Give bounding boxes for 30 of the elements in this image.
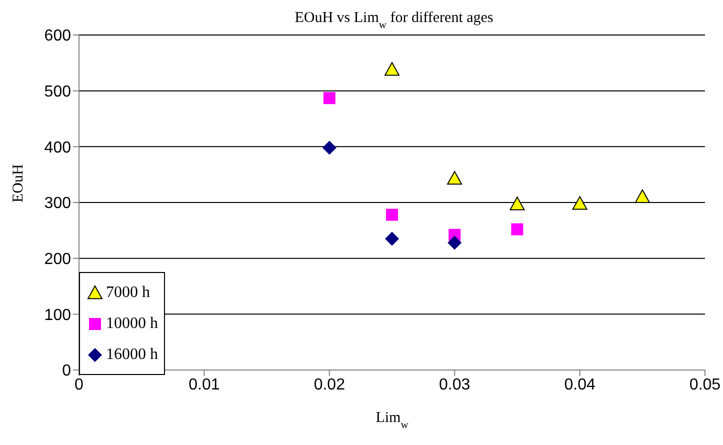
x-tick-label: 0.01 xyxy=(188,376,220,394)
x-tick-label: 0.05 xyxy=(689,376,721,394)
y-tick-label: 300 xyxy=(44,195,72,212)
y-tick-label: 600 xyxy=(44,28,72,45)
point xyxy=(572,196,588,210)
y-tick-label: 500 xyxy=(44,84,72,101)
legend-label: 10000 h xyxy=(106,314,158,332)
point xyxy=(634,189,650,204)
y-tick-label: 400 xyxy=(44,139,72,156)
y-axis-title: EOuH xyxy=(10,164,26,202)
x-tick-label: 0.04 xyxy=(564,376,596,394)
y-tick-label: 100 xyxy=(44,306,72,324)
x-tick-label: 0 xyxy=(74,376,84,394)
y-tick-label: 200 xyxy=(44,251,72,268)
point xyxy=(447,170,462,185)
point xyxy=(448,236,462,250)
legend-label: 16000 h xyxy=(106,346,158,364)
point xyxy=(511,223,524,236)
point xyxy=(386,208,398,221)
x-tick-label: 0.03 xyxy=(439,376,470,394)
x-tick-label: 0.02 xyxy=(314,376,346,394)
point xyxy=(385,232,399,246)
point xyxy=(510,196,525,210)
y-tick-label: 0 xyxy=(62,362,72,380)
point xyxy=(323,92,336,104)
legend-label: 7000 h xyxy=(106,284,150,302)
point xyxy=(322,140,336,155)
point xyxy=(384,62,400,76)
x-axis-title: Lim$_{w}$ xyxy=(376,410,409,430)
chart-title: EOuH vs Lim$_{w}$ for different ages xyxy=(294,10,494,30)
